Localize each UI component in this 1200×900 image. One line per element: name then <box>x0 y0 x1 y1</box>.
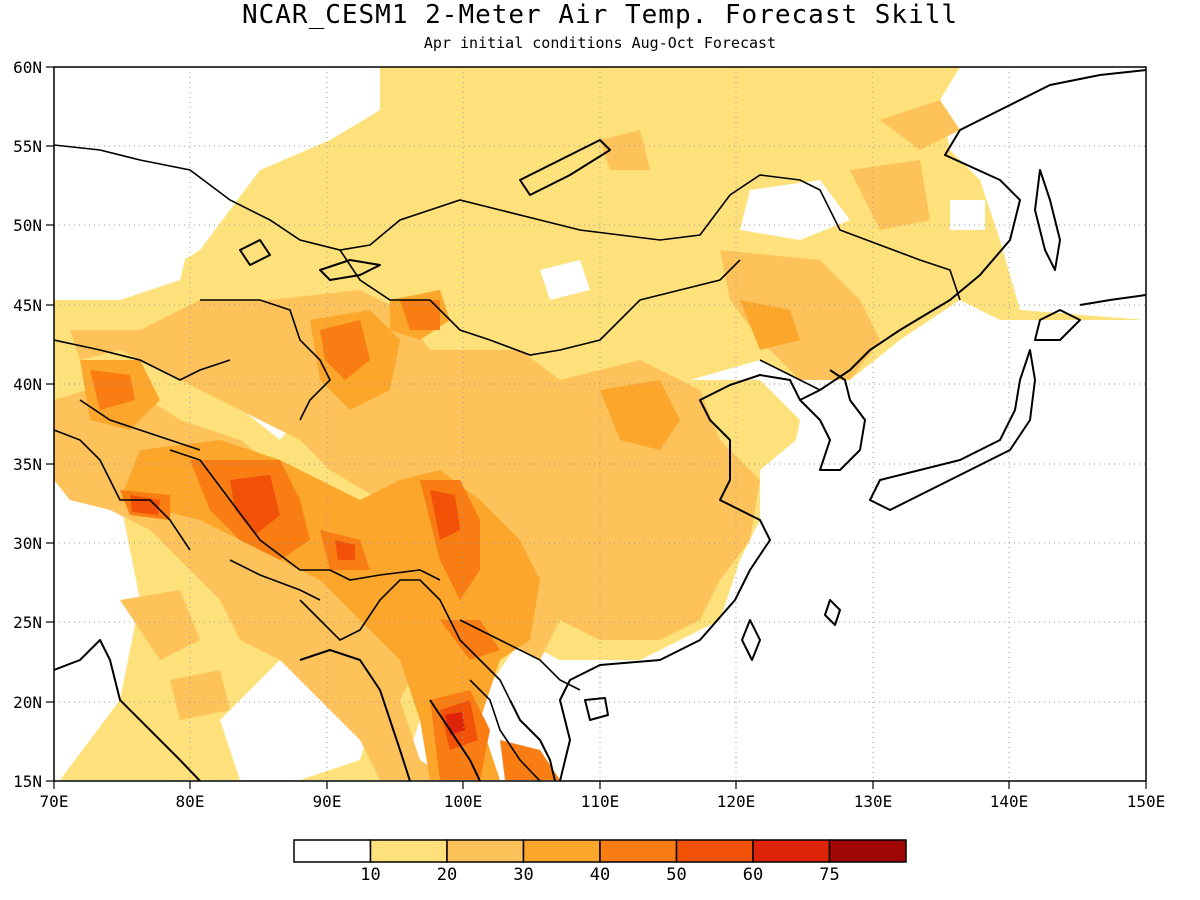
colorbar-swatch <box>369 839 448 863</box>
lat-label: 25N <box>13 613 42 632</box>
lon-label: 140E <box>990 792 1029 811</box>
lat-label: 45N <box>13 296 42 315</box>
grid-lines <box>54 67 1146 781</box>
colorbar-swatch <box>828 839 907 863</box>
lat-label: 15N <box>13 772 42 791</box>
lon-label: 110E <box>581 792 620 811</box>
lon-label: 80E <box>176 792 205 811</box>
tick-marks <box>46 66 1147 789</box>
lat-label: 55N <box>13 137 42 156</box>
lat-label: 30N <box>13 534 42 553</box>
colorbar-label: 10 <box>360 865 380 885</box>
colorbar-label: 30 <box>513 865 533 885</box>
lon-label: 150E <box>1127 792 1166 811</box>
colorbar-label: 20 <box>437 865 457 885</box>
lon-label: 90E <box>313 792 342 811</box>
lat-label: 20N <box>13 693 42 712</box>
lon-label: 120E <box>717 792 756 811</box>
lat-label: 40N <box>13 375 42 394</box>
colorbar-label: 50 <box>666 865 686 885</box>
lat-label: 60N <box>13 58 42 77</box>
lat-label: 50N <box>13 216 42 235</box>
skill-shading <box>54 67 1146 780</box>
map-title: NCAR_CESM1 2-Meter Air Temp. Forecast Sk… <box>241 0 959 30</box>
colorbar-label: 60 <box>743 865 763 885</box>
colorbar-label: 40 <box>590 865 610 885</box>
colorbar-swatch <box>522 839 601 863</box>
map-subtitle: Apr initial conditions Aug-Oct Forecast <box>423 34 777 52</box>
lon-label: 130E <box>854 792 893 811</box>
lat-label: 35N <box>13 455 42 474</box>
colorbar-swatch <box>675 839 754 863</box>
lon-label: 100E <box>444 792 483 811</box>
colorbar-swatch <box>599 839 678 863</box>
coastlines <box>54 69 1146 781</box>
lon-label: 70E <box>40 792 69 811</box>
colorbar-swatch <box>446 839 525 863</box>
colorbar: 10 20 30 40 50 60 75 <box>293 839 907 885</box>
colorbar-swatch <box>293 839 372 863</box>
latitude-labels: 15N 20N 25N 30N 35N 40N 45N 50N 55N 60N <box>13 58 42 791</box>
colorbar-swatch <box>752 839 831 863</box>
longitude-labels: 70E 80E 90E 100E 110E 120E 130E 140E 150… <box>40 792 1166 811</box>
country-borders <box>54 144 961 781</box>
colorbar-label: 75 <box>819 865 839 885</box>
